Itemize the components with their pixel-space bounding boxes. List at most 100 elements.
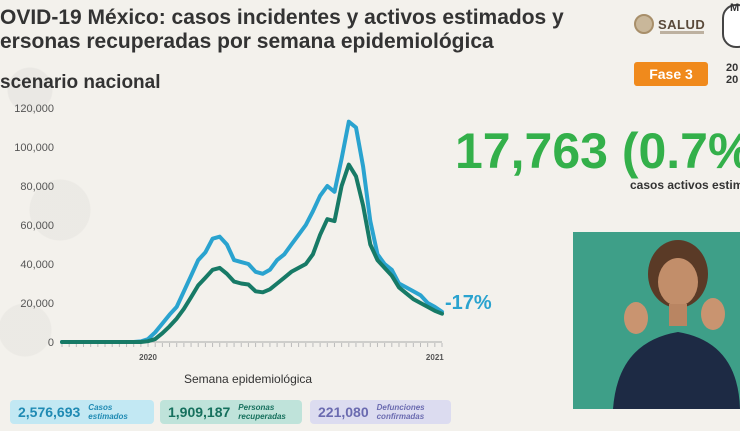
stat-recovered-value: 1,909,187 [168, 404, 231, 420]
seal-label: M [730, 2, 740, 14]
series-point [427, 302, 429, 304]
stat-estimated-cases-label: Casos estimados [88, 403, 128, 421]
series-point [341, 185, 343, 187]
series-point [348, 163, 350, 166]
series-point [176, 306, 178, 308]
y-tick-label: 100,000 [14, 142, 54, 154]
page-title: OVID-19 México: casos incidentes y activ… [0, 6, 610, 54]
series-point [326, 218, 328, 220]
stat-recovered-label-2: recuperadas [238, 412, 286, 421]
series-point [441, 313, 443, 315]
series-point [211, 269, 214, 271]
series-point [90, 341, 92, 343]
series-point [419, 302, 422, 304]
series-point [290, 271, 293, 273]
date-label: 20 20 [726, 62, 738, 86]
series-point [384, 267, 386, 269]
page-subtitle: scenario nacional [0, 72, 161, 93]
seal-icon [722, 4, 740, 48]
series-point [419, 294, 422, 296]
series-point [219, 236, 221, 238]
series-point [254, 271, 257, 273]
sign-language-interpreter [573, 232, 740, 409]
series-point [376, 259, 379, 261]
series-point [190, 275, 192, 277]
active-cases-caption: casos activos estima [630, 178, 740, 192]
salud-underline [660, 31, 704, 34]
series-point [75, 341, 77, 343]
series-point [341, 158, 343, 160]
series-point [276, 259, 278, 261]
series-point [319, 195, 321, 197]
y-tick-label: 40,000 [20, 259, 54, 271]
series-point [240, 282, 242, 285]
salud-label: SALUD [658, 16, 706, 32]
series-line-active [60, 162, 444, 344]
series-point [333, 191, 336, 193]
series-point [197, 259, 199, 261]
salud-logo: SALUD [634, 14, 705, 34]
series-point [118, 341, 120, 343]
series-point [104, 341, 106, 343]
chart: 0 20,000 40,000 60,000 80,000 100,000 120,000 2… [0, 95, 450, 375]
stat-recovered-label-1: Personas [238, 403, 275, 412]
series-point [183, 290, 185, 292]
series-point [283, 253, 285, 255]
series-point [398, 286, 400, 288]
series-point [434, 306, 436, 308]
x-axis-label: Semana epidemiológica [184, 372, 313, 386]
y-tick-label: 20,000 [20, 298, 54, 310]
series-point [326, 185, 328, 187]
series-point [254, 290, 257, 292]
series-point [427, 306, 429, 308]
series-point [412, 298, 414, 300]
series-point [369, 220, 371, 222]
change-annotation: -17% [445, 292, 492, 314]
series-point [405, 286, 407, 288]
y-tick-label: 60,000 [20, 220, 54, 232]
series-point [319, 234, 321, 236]
interpreter-image [573, 232, 740, 409]
series-point [233, 259, 235, 261]
y-tick-label: 120,000 [14, 103, 54, 115]
series-point [168, 325, 171, 327]
series-point [269, 269, 271, 271]
series-point [355, 175, 357, 177]
stat-deaths-label-2: confirmadas [376, 412, 425, 421]
series-point [154, 338, 156, 340]
series-point [276, 282, 278, 285]
series-point [305, 263, 307, 265]
series-point [226, 243, 228, 246]
stat-estimated-cases-value: 2,576,693 [18, 404, 81, 420]
series-point [298, 267, 300, 269]
series-line-estimated [60, 119, 444, 344]
series-point [247, 263, 250, 265]
series-point [283, 277, 285, 279]
stat-deaths: 221,080 Defunciones confirmadas [310, 400, 451, 424]
series-point [219, 267, 221, 269]
series-point [82, 341, 85, 343]
background-pattern [0, 0, 110, 431]
series-point [384, 263, 386, 265]
series-point [376, 253, 379, 255]
stat-recovered: 1,909,187 Personas recuperadas [160, 400, 302, 424]
series-point [405, 292, 407, 294]
series-point [168, 314, 171, 316]
series-point [111, 341, 113, 343]
series-point [269, 288, 271, 290]
series-point [247, 283, 250, 286]
series-point [183, 308, 185, 310]
series-point [161, 322, 163, 325]
series-point [61, 341, 63, 343]
series-point [355, 126, 357, 129]
series-point [197, 284, 199, 287]
stat-deaths-label-1: Defunciones [376, 403, 425, 412]
series-point [211, 238, 214, 240]
series-point [240, 261, 242, 263]
title-line-1: OVID-19 México: casos incidentes y activ… [0, 6, 564, 29]
series-point [312, 210, 314, 212]
series-point [233, 280, 235, 283]
series-point [362, 165, 364, 168]
stat-estimated-cases: 2,576,693 Casos estimados [10, 400, 154, 424]
series-point [391, 275, 393, 277]
